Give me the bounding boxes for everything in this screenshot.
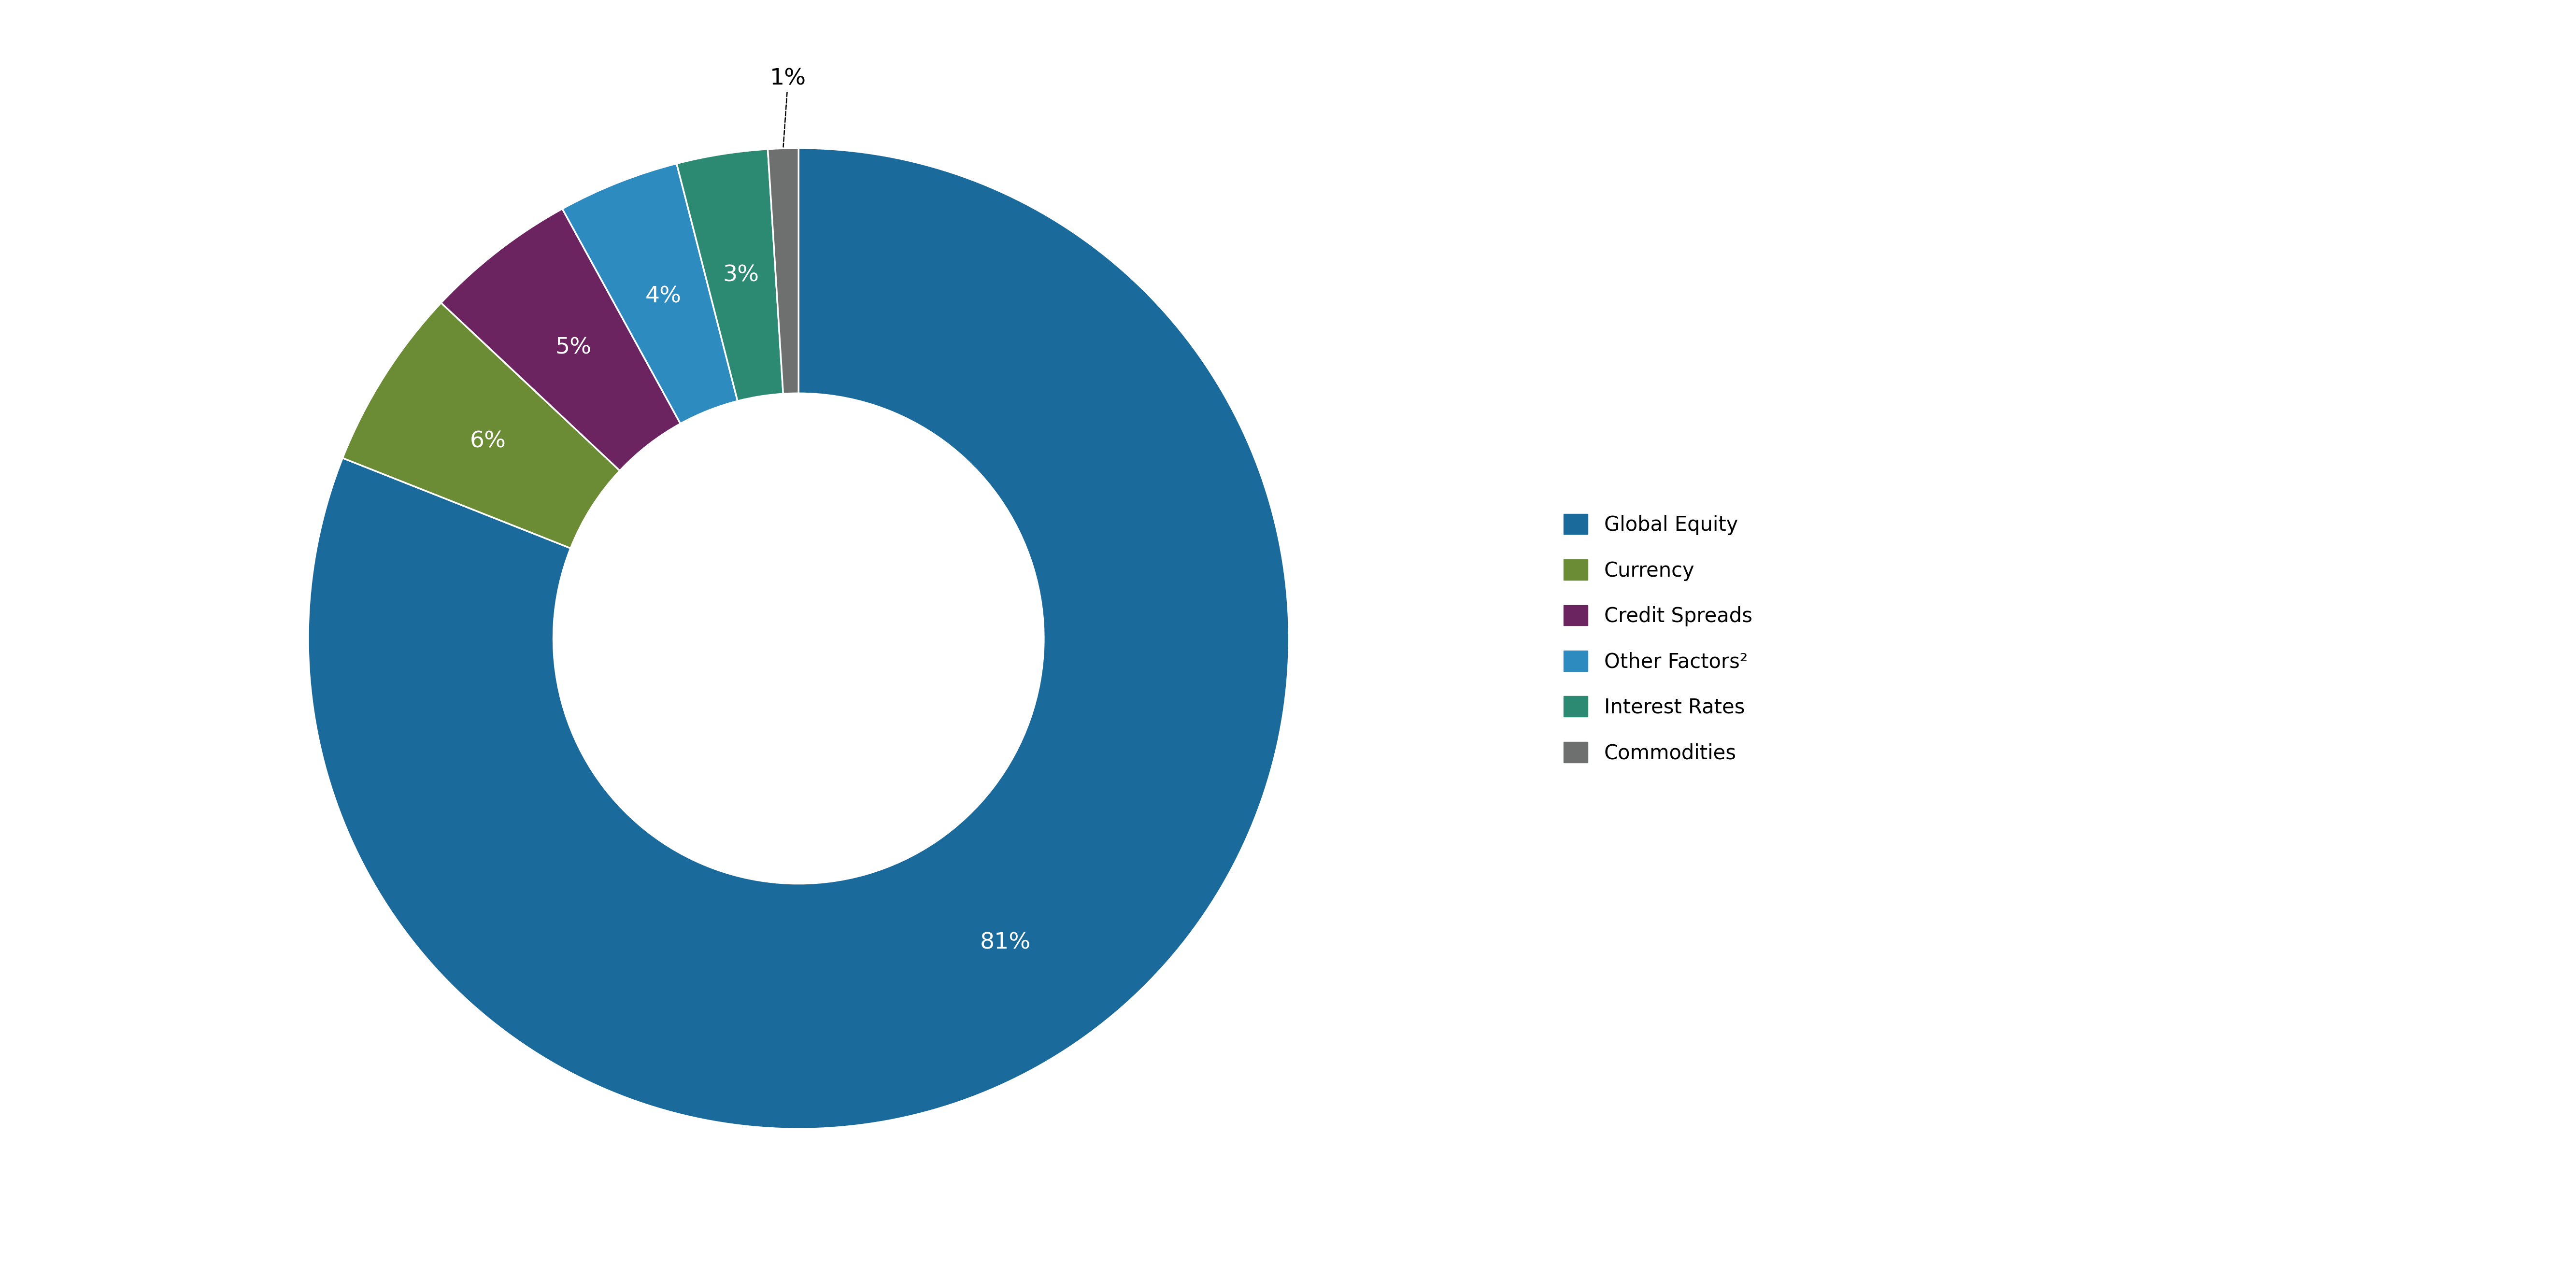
- Text: 5%: 5%: [554, 337, 592, 359]
- Wedge shape: [440, 208, 680, 471]
- Text: 3%: 3%: [724, 264, 760, 286]
- Wedge shape: [562, 163, 737, 424]
- Wedge shape: [343, 303, 621, 548]
- Text: 6%: 6%: [469, 430, 505, 452]
- Text: 1%: 1%: [770, 68, 806, 147]
- Text: 4%: 4%: [644, 286, 680, 308]
- Wedge shape: [309, 148, 1288, 1129]
- Legend: Global Equity, Currency, Credit Spreads, Other Factors², Interest Rates, Commodi: Global Equity, Currency, Credit Spreads,…: [1556, 506, 1759, 771]
- Text: 81%: 81%: [979, 932, 1030, 954]
- Wedge shape: [768, 148, 799, 393]
- Wedge shape: [677, 149, 783, 401]
